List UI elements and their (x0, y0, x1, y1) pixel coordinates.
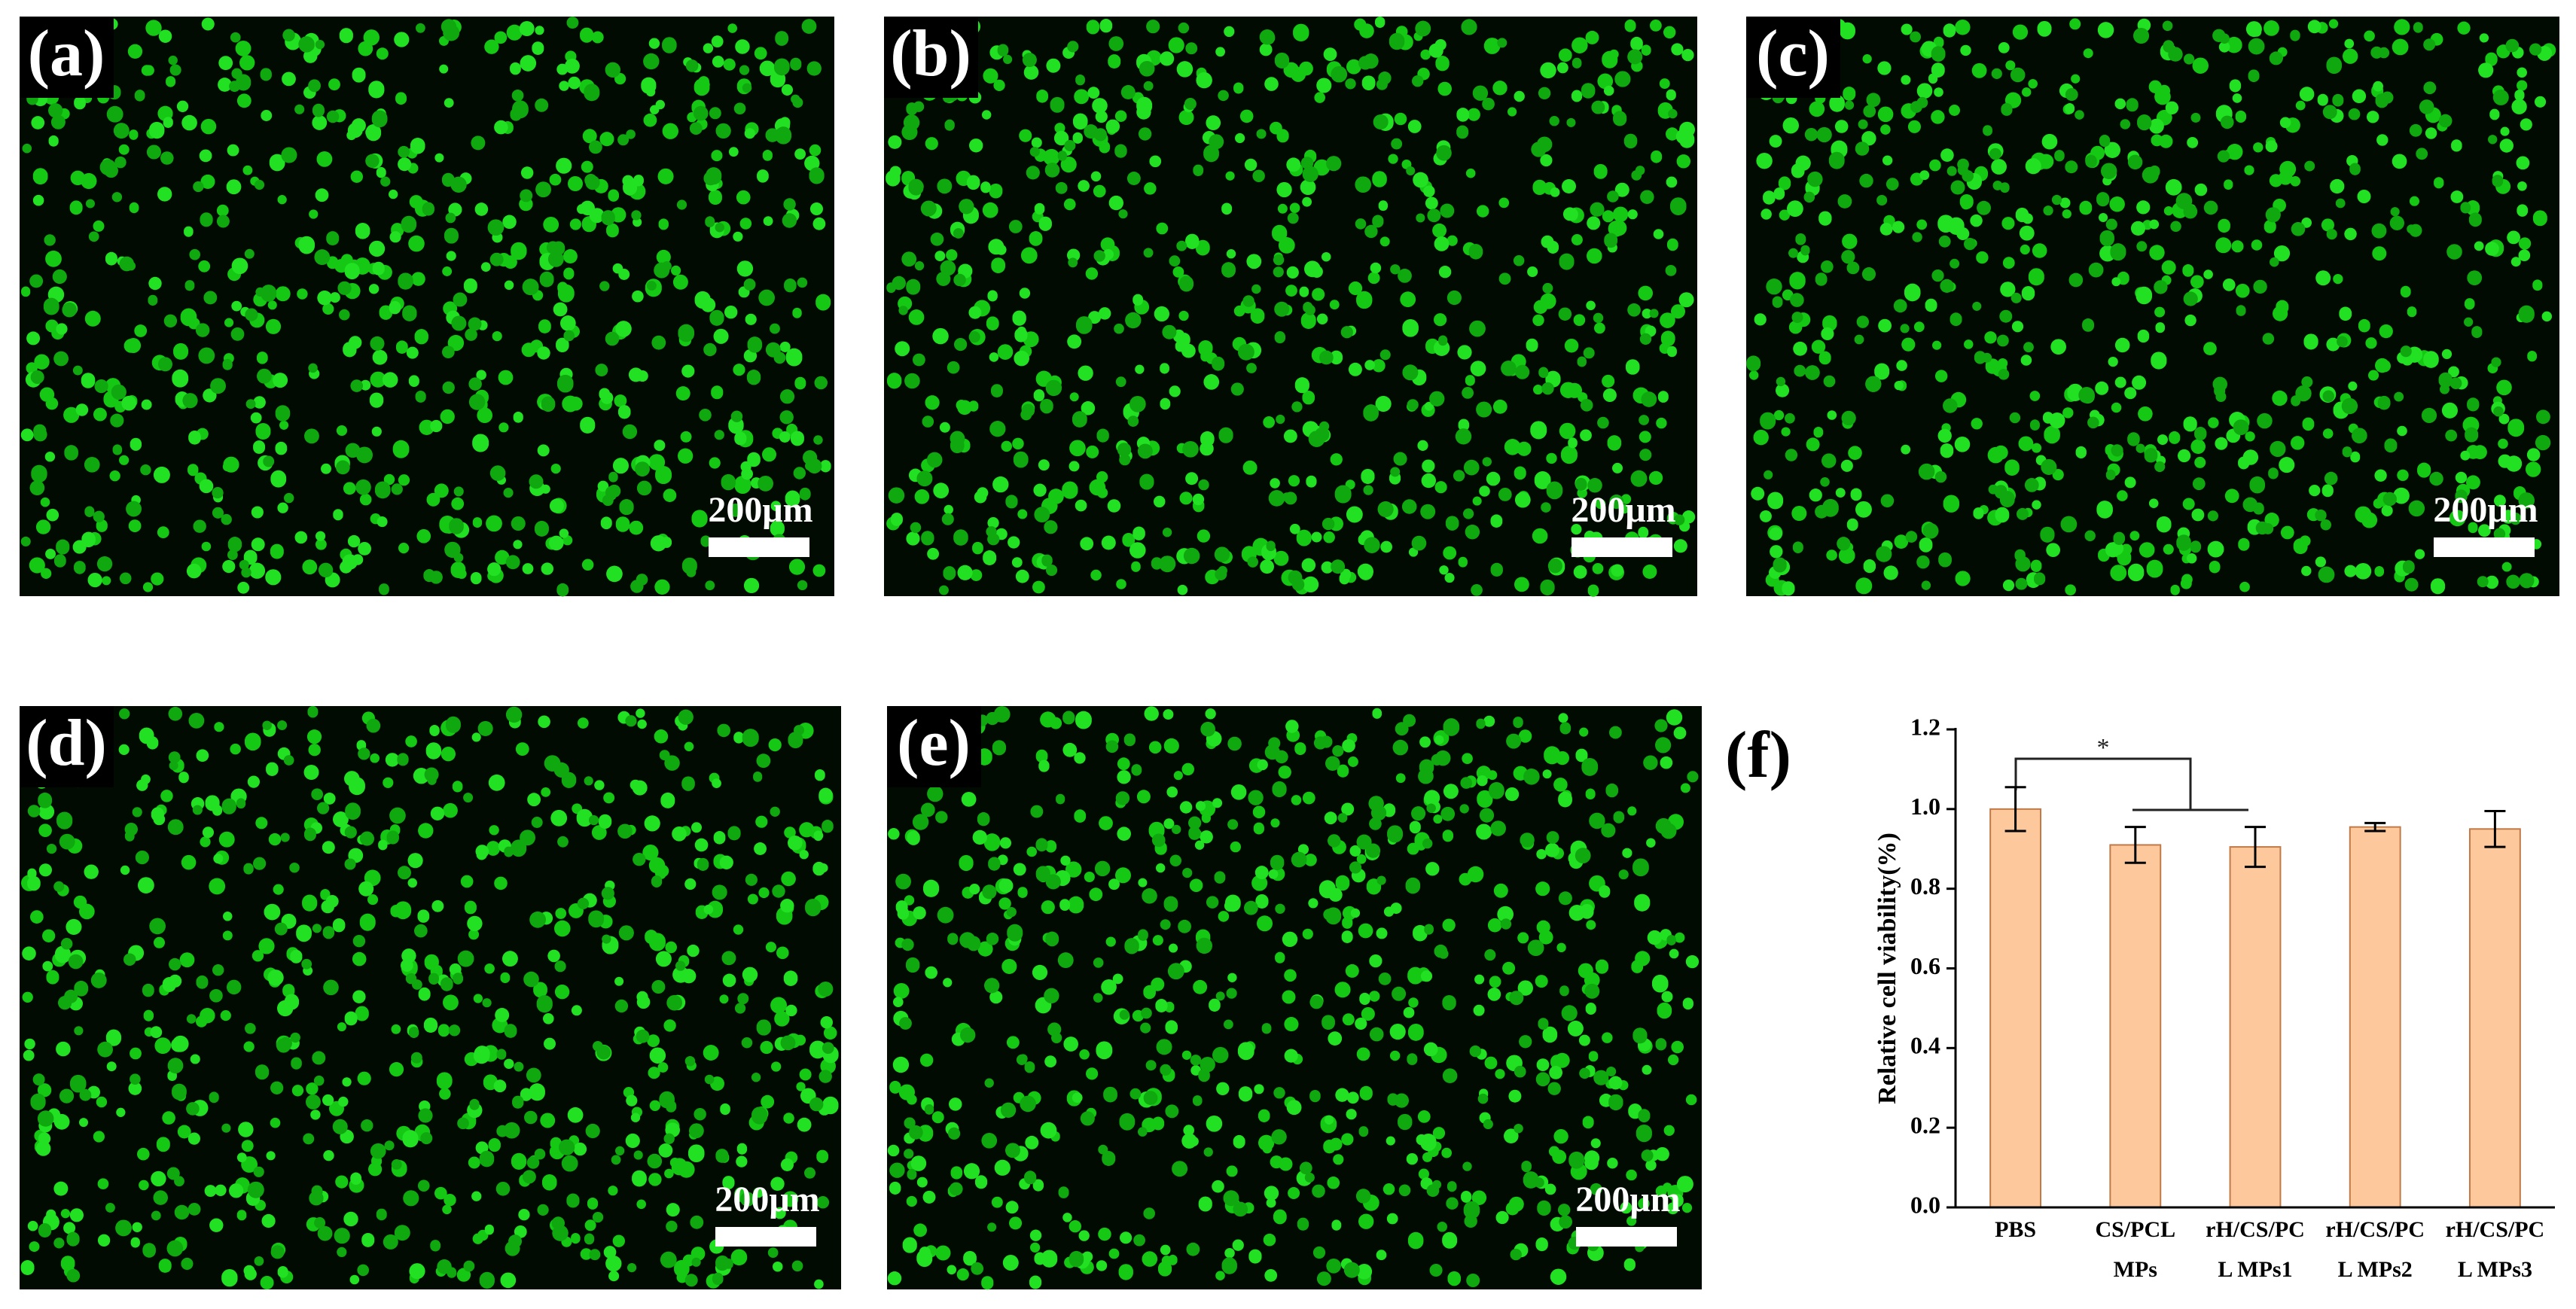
x-tick-label: MPs (2114, 1257, 2157, 1282)
panel-label-bg (20, 706, 114, 787)
cells (888, 706, 1699, 1287)
bar (2109, 844, 2162, 1209)
cells (889, 711, 1697, 1290)
y-axis-label: Relative cell viability(%) (1873, 833, 1901, 1104)
y-tick-label: 0.4 (1910, 1032, 1940, 1059)
scale-bar (1576, 1227, 1677, 1247)
scale-bar (709, 537, 809, 557)
cells (1751, 18, 2553, 596)
scale-bar (715, 1227, 816, 1247)
x-tick-label: rH/CS/PC (2325, 1217, 2425, 1242)
x-tick-label: L MPs1 (2218, 1257, 2292, 1282)
panel-label: (c) (1756, 17, 1830, 90)
bar (2349, 826, 2401, 1209)
scale-bar-label: 200μm (1575, 1180, 1680, 1219)
cells (23, 705, 834, 1289)
x-tick-label: PBS (1995, 1217, 2036, 1242)
x-tick-label: CS/PCL (2095, 1217, 2175, 1242)
scale-bar-label: 200μm (715, 1180, 819, 1219)
significance-mark: * (2097, 734, 2110, 762)
scale-bar-label: 200μm (708, 490, 812, 530)
bar (2229, 846, 2282, 1208)
x-tick-label: L MPs3 (2458, 1257, 2532, 1282)
bar (1989, 808, 2042, 1209)
panel-label-bg (1746, 17, 1840, 98)
cells (20, 711, 837, 1289)
panel-label: (a) (28, 17, 105, 90)
panel-label-bg (20, 17, 114, 98)
panel-label: (b) (890, 17, 971, 90)
x-tick-label: rH/CS/PC (2206, 1217, 2305, 1242)
y-tick-label: 0.6 (1910, 952, 1940, 979)
y-tick-label: 1.0 (1910, 793, 1940, 820)
x-tick-label: rH/CS/PC (2446, 1217, 2545, 1242)
y-tick-label: 0.2 (1910, 1112, 1940, 1139)
panel-label-bg (887, 706, 981, 787)
bar (2468, 828, 2521, 1208)
y-tick-label: 0.8 (1910, 872, 1940, 900)
scale-bar (2434, 537, 2535, 557)
cells (20, 708, 839, 1289)
y-tick-label: 1.2 (1910, 713, 1940, 740)
panel-label: (f) (1725, 719, 1791, 792)
cells (1746, 20, 2551, 592)
x-tick-label: L MPs2 (2338, 1257, 2413, 1282)
panel-label-bg (884, 17, 978, 98)
panel-label: (e) (897, 707, 971, 780)
scale-bar-label: 200μm (1571, 490, 1675, 530)
scale-bar-label: 200μm (2433, 490, 2538, 530)
y-tick-label: 0.0 (1910, 1191, 1940, 1218)
panel-label: (d) (26, 707, 107, 780)
scale-bar (1572, 537, 1672, 557)
bracket-line (2014, 757, 2192, 810)
significance-bracket (2014, 757, 2248, 811)
cells (886, 19, 1687, 596)
